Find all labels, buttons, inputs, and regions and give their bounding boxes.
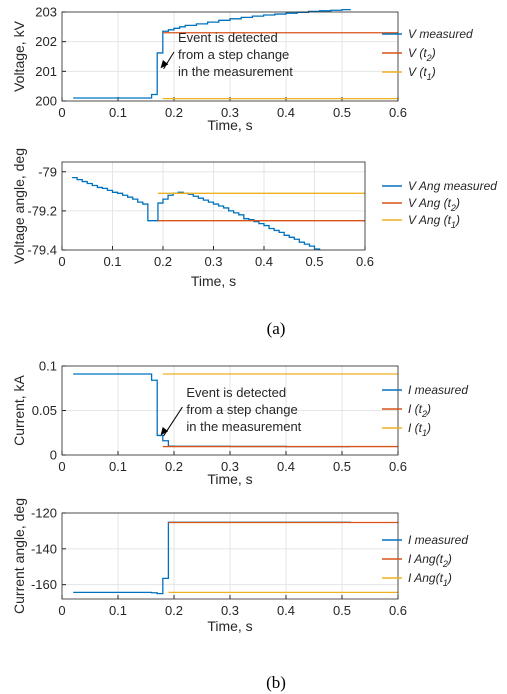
x-tick-label: 0.3: [204, 254, 222, 269]
legend-entry: I (t1): [408, 421, 431, 438]
x-tick-label: 0.3: [221, 459, 239, 474]
annotation-text: from a step change: [178, 47, 289, 62]
axes-frame: [61, 11, 399, 102]
voltage-angle-chart: 0 0.1 0.2 0.3 0.4 0.5 0.6 -79 -79.2 -79.4 Time, s V…: [11, 148, 497, 289]
axes-frame: [61, 161, 366, 251]
y-tick-label: 202: [35, 34, 57, 49]
x-axis-label: Time, s: [207, 471, 252, 487]
x-tick-label: 0.4: [255, 254, 273, 269]
y-tick-label: -79.2: [27, 203, 57, 218]
x-tick-label: 0.6: [389, 459, 407, 474]
x-tick-label: 0.2: [165, 603, 183, 618]
x-axis-label: Time, s: [191, 273, 236, 289]
legend-entry: V (t2): [408, 46, 436, 63]
x-tick-label: 0.4: [277, 459, 295, 474]
x-tick-label: 0.4: [277, 105, 295, 120]
x-tick-label: 0: [58, 459, 65, 474]
y-axis-label: Voltage, kV: [11, 20, 27, 91]
annotation-arrow-head: [160, 426, 169, 436]
voltage-magnitude-chart: 0 0.1 0.2 0.3 0.4 0.5 0.6 200 201 202 203 Time, s Vo…: [11, 5, 473, 134]
x-tick-label: 0.2: [165, 459, 183, 474]
x-tick-label: 0.3: [221, 603, 239, 618]
y-tick-label: -79: [38, 164, 57, 179]
series-line-blue: [72, 176, 321, 250]
legend-entry: I (t2): [408, 402, 431, 419]
x-tick-label: 0: [58, 254, 65, 269]
y-tick-label: -120: [31, 506, 57, 521]
x-tick-label: 0: [58, 603, 65, 618]
y-tick-label: 201: [35, 64, 57, 79]
axes-frame: [61, 365, 399, 456]
y-axis-label: Current, kA: [11, 374, 27, 445]
current-magnitude-chart: 0 0.1 0.2 0.3 0.4 0.5 0.6 0 0.05 0.1 Time, s Curren…: [11, 359, 468, 488]
annotation-text: in the measurement: [186, 419, 301, 434]
legend-entry: V Ang (t1): [408, 213, 460, 230]
x-tick-label: 0.3: [221, 105, 239, 120]
x-tick-label: 0.5: [333, 603, 351, 618]
annotation-text: Event is detected: [186, 385, 286, 400]
annotation-arrow-head: [160, 59, 169, 69]
caption-a: (a): [267, 319, 286, 338]
y-tick-label: 0.1: [39, 359, 57, 374]
y-tick-label: 200: [35, 94, 57, 109]
legend-entry: I Ang(t1): [408, 571, 452, 588]
y-axis-label: Voltage angle, deg: [11, 148, 27, 264]
x-tick-label: 0.1: [103, 254, 121, 269]
legend-entry: V Ang measured: [408, 179, 497, 193]
x-tick-label: 0.6: [356, 254, 374, 269]
caption-b: (b): [266, 673, 286, 692]
x-tick-label: 0.6: [389, 105, 407, 120]
x-tick-label: 0: [58, 105, 65, 120]
x-axis-label: Time, s: [207, 618, 252, 634]
y-tick-label: 203: [35, 5, 57, 20]
annotation-text: from a step change: [186, 402, 297, 417]
y-tick-label: 0: [50, 448, 57, 463]
y-tick-label: -79.4: [27, 243, 57, 258]
current-angle-chart: 0 0.1 0.2 0.3 0.4 0.5 0.6 -120 -140 -160 Time, s Cu…: [11, 498, 468, 634]
y-tick-label: -160: [31, 577, 57, 592]
axes-frame: [61, 512, 399, 600]
series-line-blue: [73, 8, 352, 99]
x-tick-label: 0.6: [389, 603, 407, 618]
legend-entry: V Ang (t2): [408, 196, 460, 213]
x-tick-label: 0.2: [154, 254, 172, 269]
legend-entry: V (t1): [408, 65, 436, 82]
x-tick-label: 0.5: [333, 459, 351, 474]
y-tick-label: 0.05: [32, 403, 57, 418]
y-tick-label: -140: [31, 541, 57, 556]
y-axis-label: Current angle, deg: [11, 498, 27, 614]
legend-entry: I measured: [408, 533, 468, 547]
x-tick-label: 0.4: [277, 603, 295, 618]
x-axis-label: Time, s: [207, 117, 252, 133]
annotation-text: in the measurement: [178, 64, 293, 79]
annotation-arrow-line: [163, 51, 175, 70]
x-tick-label: 0.5: [333, 105, 351, 120]
legend-entry: V measured: [408, 27, 473, 41]
x-tick-label: 0.2: [165, 105, 183, 120]
x-tick-label: 0.1: [109, 603, 127, 618]
annotation-text: Event is detected: [178, 30, 278, 45]
legend-entry: I measured: [408, 383, 468, 397]
x-tick-label: 0.1: [109, 105, 127, 120]
x-tick-label: 0.1: [109, 459, 127, 474]
x-tick-label: 0.5: [305, 254, 323, 269]
legend-entry: I Ang(t2): [408, 552, 452, 569]
